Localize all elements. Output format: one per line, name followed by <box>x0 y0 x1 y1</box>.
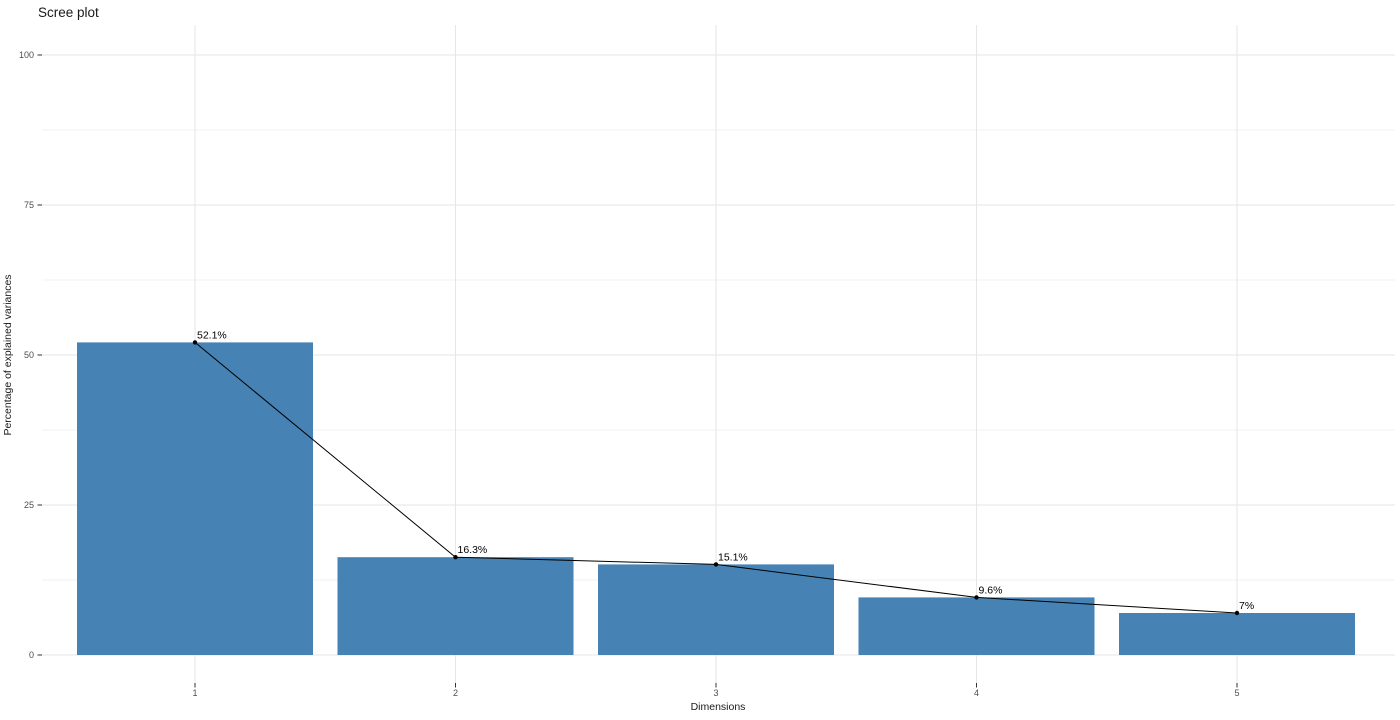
x-tick-label-4: 4 <box>974 688 979 698</box>
bar-dim-2 <box>337 557 574 655</box>
line-point-dim-2 <box>453 555 458 560</box>
bar-dim-1 <box>77 342 313 655</box>
value-label-dim-4: 9.6% <box>979 584 1003 596</box>
chart-title: Scree plot <box>38 5 99 20</box>
axis-ticks <box>37 54 1238 688</box>
value-label-dim-3: 15.1% <box>718 551 748 563</box>
y-tick-label-100: 100 <box>19 50 34 60</box>
value-labels: 52.1% 16.3% 15.1% 9.6% 7% <box>197 329 1254 612</box>
line-points <box>192 340 1240 616</box>
x-axis-title: Dimensions <box>691 701 746 713</box>
y-tick-label-0: 0 <box>29 650 34 660</box>
bar-dim-5 <box>1119 613 1355 655</box>
x-tick-label-1: 1 <box>192 688 197 698</box>
value-label-dim-1: 52.1% <box>197 329 227 341</box>
value-label-dim-5: 7% <box>1239 600 1254 612</box>
axis-tick-labels: 0 25 50 75 100 1 2 3 4 5 <box>19 50 1240 698</box>
y-tick-label-25: 25 <box>24 500 34 510</box>
x-tick-label-3: 3 <box>713 688 718 698</box>
y-axis-title: Percentage of explained variances <box>2 274 14 435</box>
bars <box>77 342 1355 655</box>
y-tick-label-75: 75 <box>24 200 34 210</box>
line-point-dim-1 <box>192 340 198 345</box>
y-tick-label-50: 50 <box>24 350 34 360</box>
line-point-dim-3 <box>713 562 719 567</box>
bar-dim-4 <box>858 597 1095 655</box>
bar-dim-3 <box>598 564 834 655</box>
x-tick-label-5: 5 <box>1234 688 1239 698</box>
line-point-dim-5 <box>1234 610 1240 616</box>
value-label-dim-2: 16.3% <box>458 544 488 556</box>
x-tick-label-2: 2 <box>453 688 458 698</box>
line-point-dim-4 <box>974 595 979 600</box>
